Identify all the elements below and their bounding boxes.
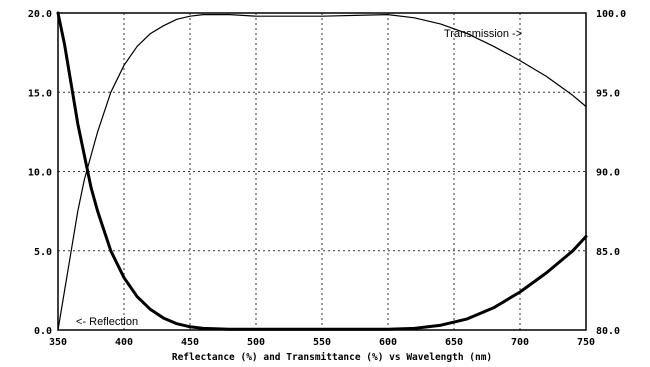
y-right-tick-label: 95.0 [596,88,620,99]
grid [57,12,587,331]
y-left-tick-label: 20.0 [28,9,52,20]
x-tick-label: 350 [49,337,67,348]
y-left-tick-label: 0.0 [34,326,52,337]
x-tick-label: 500 [247,337,265,348]
y-right-tick-label: 100.0 [596,9,626,20]
reflection-annotation: <- Reflection [76,316,138,328]
x-tick-label: 550 [313,337,331,348]
y-left-tick-label: 15.0 [28,88,52,99]
plot-frame [57,12,587,331]
x-tick-label: 600 [379,337,397,348]
series-lines [56,11,588,331]
y-right-tick-label: 80.0 [596,326,620,337]
y-right-tick-label: 90.0 [596,168,620,179]
y-left-tick-label: 5.0 [34,247,52,258]
tick-labels: 350 400 450 500 550 600 650 700 750 0.0 5.0 10.0 15.… [28,9,626,348]
y-right-tick-label: 85.0 [596,247,620,258]
x-axis-label: Reflectance (%) and Transmittance (%) vs… [172,352,492,363]
x-tick-label: 650 [445,337,463,348]
x-tick-label: 400 [115,337,133,348]
transmission-line [57,14,587,331]
transmission-annotation: Transmission -> [444,28,522,40]
reflection-line [56,11,588,331]
x-tick-label: 450 [181,337,199,348]
x-tick-label: 700 [511,337,529,348]
x-tick-label: 750 [577,337,595,348]
y-left-tick-label: 10.0 [28,168,52,179]
